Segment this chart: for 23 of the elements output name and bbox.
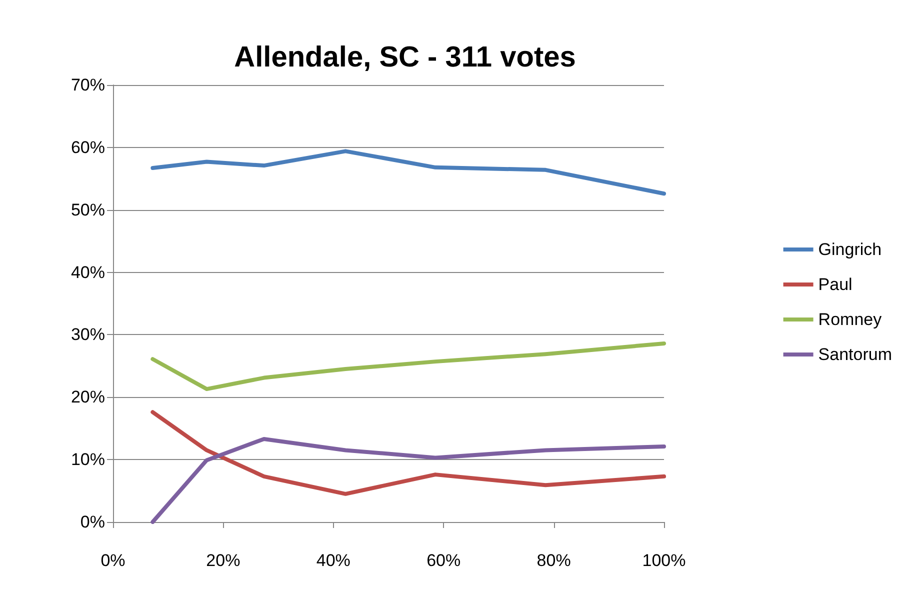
- legend-label: Paul: [818, 275, 852, 294]
- legend-label: Santorum: [818, 345, 892, 364]
- y-tick-label: 70%: [70, 76, 105, 94]
- y-tick-label: 40%: [70, 262, 105, 282]
- line-series: [150, 341, 666, 392]
- x-tick-label: 100%: [642, 551, 686, 570]
- legend-label: Gingrich: [818, 240, 882, 259]
- line-series: [150, 410, 666, 496]
- x-tick-label: 20%: [206, 551, 240, 570]
- line-series: [150, 149, 666, 196]
- line-series: [150, 436, 666, 524]
- y-tick-label: 50%: [70, 200, 105, 220]
- chart-title: Allendale, SC - 311 votes: [234, 42, 576, 74]
- y-tick-label: 10%: [70, 450, 105, 470]
- y-tick-label: 60%: [70, 138, 105, 157]
- x-tick-label: 0%: [100, 551, 126, 570]
- legend-label: Romney: [818, 310, 882, 329]
- x-tick-label: 80%: [536, 551, 571, 570]
- x-tick-label: 60%: [426, 551, 461, 570]
- x-tick-label: 40%: [316, 551, 350, 570]
- y-tick-label: 0%: [80, 512, 105, 532]
- y-tick-label: 30%: [70, 325, 105, 344]
- y-tick-label: 20%: [70, 388, 105, 407]
